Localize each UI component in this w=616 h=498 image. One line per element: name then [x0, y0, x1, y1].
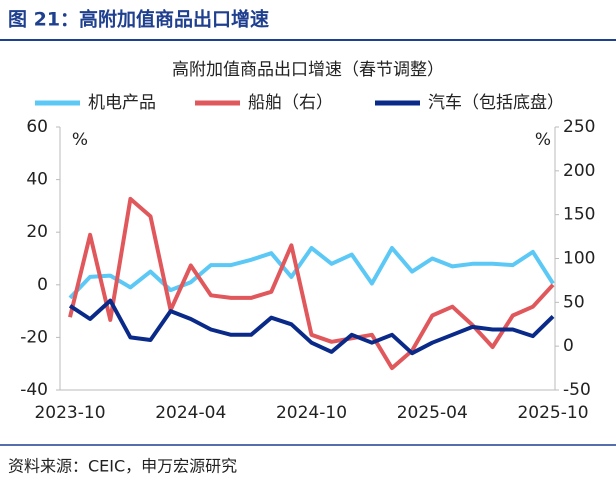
x-tick-label: 2025-04: [397, 403, 468, 423]
legend-label: 机电产品: [88, 93, 156, 113]
y-unit: %: [72, 130, 88, 150]
y2-tick-label: 200: [563, 161, 595, 181]
x-tick-label: 2024-10: [276, 403, 347, 423]
series-line: [68, 246, 555, 300]
y2-tick-label: 150: [563, 205, 595, 225]
y-tick-label: -40: [20, 380, 48, 400]
source: 资料来源：CEIC，申万宏源研究: [8, 457, 237, 476]
y2-tick-label: -50: [563, 380, 591, 400]
y-tick-label: 20: [26, 222, 48, 242]
series-line: [68, 298, 555, 356]
y2-tick-label: 100: [563, 249, 595, 269]
y2-tick-label: 0: [563, 336, 574, 356]
y-tick-label: 60: [26, 117, 48, 137]
x-tick-label: 2025-10: [517, 403, 588, 423]
y-tick-label: 0: [37, 275, 48, 295]
chart-title: 高附加值商品出口增速（春节调整）: [172, 60, 444, 80]
x-tick-label: 2023-10: [34, 403, 105, 423]
legend-label: 船舶（右）: [248, 93, 333, 113]
y-tick-label: -20: [20, 327, 48, 347]
y2-tick-label: 50: [563, 292, 585, 312]
y2-tick-label: 250: [563, 117, 595, 137]
legend-label: 汽车（包括底盘）: [428, 93, 564, 113]
x-tick-label: 2024-04: [155, 403, 226, 423]
y2-unit: %: [535, 130, 551, 150]
y-tick-label: 40: [26, 170, 48, 190]
header-title: 图 21：高附加值商品出口增速: [8, 8, 269, 31]
